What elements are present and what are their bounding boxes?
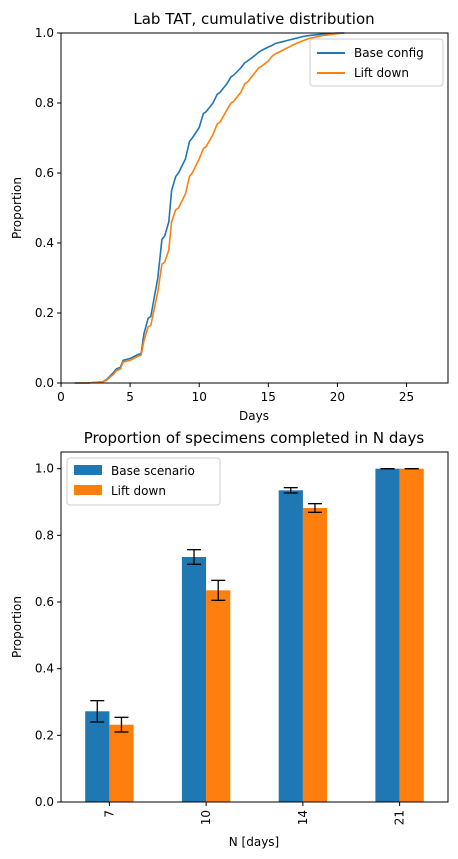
cdf-y-tick-label: 0.8: [35, 96, 54, 110]
cdf-y-tick-label: 1.0: [35, 26, 54, 40]
cdf-y-tick-label: 0.4: [35, 236, 54, 250]
bar-y-tick-label: 0.0: [35, 795, 54, 809]
cdf-x-tick-label: 0: [57, 390, 65, 404]
bar-lift-14: [302, 508, 328, 802]
bar-y-axis-label: Proportion: [10, 596, 24, 658]
error-bar-base-10: [187, 549, 202, 565]
cdf-y-tick-label: 0.6: [35, 166, 54, 180]
bar-x-tick-label: 14: [296, 810, 310, 825]
cdf-series-line-0: [74, 32, 345, 384]
bar-legend-swatch-lift: [74, 485, 102, 495]
bar-y-tick-label: 1.0: [35, 462, 54, 476]
cdf-x-tick-label: 5: [126, 390, 134, 404]
bar-y-tick-label: 0.6: [35, 595, 54, 609]
bar-x-tick-label: 21: [393, 810, 407, 825]
cdf-chart-title: Lab TAT, cumulative distribution: [133, 10, 374, 28]
cdf-plot-frame: [60, 32, 449, 384]
bar-legend-swatch-base: [74, 465, 102, 475]
cdf-y-tick-label: 0.2: [35, 306, 54, 320]
cdf-y-ticks: 0.0 0.2 0.4 0.6 0.8 1.0: [35, 26, 61, 390]
cdf-x-ticks: 0 5 10 15 20 25: [57, 383, 414, 404]
error-bar-base-7: [90, 700, 105, 723]
bar-y-tick-label: 0.2: [35, 728, 54, 742]
cdf-chart: Lab TAT, cumulative distribution 0 5 10 15 2…: [10, 10, 449, 423]
bar-lift-21: [399, 468, 424, 802]
bar-legend-box: [66, 457, 221, 506]
cdf-series-line-1: [74, 32, 345, 384]
cdf-legend-label-base: Base config: [354, 46, 424, 60]
bar-legend-label-base: Base scenario: [111, 464, 195, 478]
cdf-legend-label-lift: Lift down: [354, 66, 409, 80]
error-bar-lift-10: [211, 579, 226, 601]
error-bar-lift-7: [114, 716, 129, 733]
bar-base-10: [181, 557, 207, 802]
cdf-x-tick-label: 10: [192, 390, 207, 404]
cdf-plot-lines: [74, 32, 345, 384]
bar-base-7: [85, 711, 110, 802]
cdf-x-tick-label: 15: [261, 390, 276, 404]
bar-base-21: [375, 468, 400, 802]
bar-chart-title: Proportion of specimens completed in N d…: [84, 429, 425, 447]
bar-legend: Base scenario Lift down: [66, 457, 221, 506]
bar-x-tick-label: 7: [102, 810, 116, 818]
bar-lift-7: [109, 724, 134, 802]
bar-x-tick-label: 10: [199, 810, 213, 825]
bar-legend-label-lift: Lift down: [111, 484, 166, 498]
cdf-legend-box: [309, 38, 444, 87]
bar-y-ticks: 0.0 0.2 0.4 0.6 0.8 1.0: [35, 462, 61, 809]
error-bar-lift-14: [307, 503, 322, 513]
bar-lift-10: [206, 590, 231, 802]
bar-chart: Proportion of specimens completed in N d…: [10, 429, 449, 849]
bar-y-tick-label: 0.4: [35, 662, 54, 676]
error-bar-base-14: [283, 487, 298, 494]
cdf-y-tick-label: 0.0: [35, 376, 54, 390]
cdf-y-axis-label: Proportion: [10, 177, 24, 239]
bar-y-tick-label: 0.8: [35, 528, 54, 542]
bar-plot-frame: [60, 451, 449, 803]
bar-base-14: [278, 490, 303, 802]
bar-plot-bars: [85, 468, 424, 802]
bar-x-axis-label: N [days]: [229, 835, 279, 849]
bar-x-ticks: 7 10 14 21: [102, 802, 407, 825]
cdf-x-axis-label: Days: [239, 409, 269, 423]
cdf-x-tick-label: 20: [330, 390, 345, 404]
cdf-legend: Base config Lift down: [309, 38, 444, 87]
cdf-x-tick-label: 25: [399, 390, 414, 404]
